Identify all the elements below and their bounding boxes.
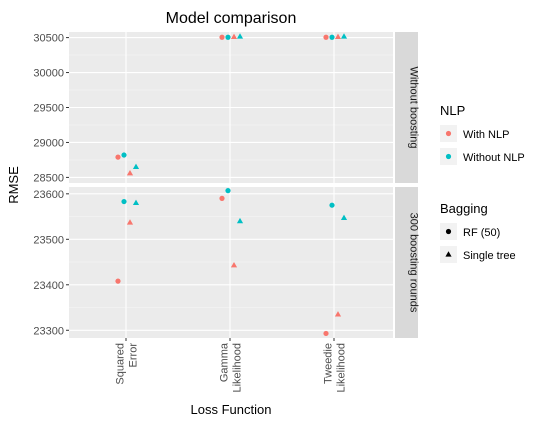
data-point xyxy=(219,34,225,40)
strip-background xyxy=(395,187,418,338)
y-tick-label: 29000 xyxy=(33,137,64,149)
legend-title: Bagging xyxy=(440,201,488,216)
legend-1: NLP With NLP Without NLP xyxy=(440,103,525,165)
x-axis-title: Loss Function xyxy=(191,402,272,417)
data-point xyxy=(334,311,342,317)
legend-key-symbol xyxy=(445,130,452,137)
legend-2: Bagging RF (50) Single tree xyxy=(440,201,516,263)
legend-key-symbol xyxy=(445,153,452,160)
data-point xyxy=(126,219,134,225)
strip-background xyxy=(395,32,418,183)
data-point xyxy=(230,33,238,40)
legend-label: With NLP xyxy=(463,129,509,141)
data-point xyxy=(126,169,134,176)
x-axis: SquaredError GammaLikelihood TweedieLikeli… xyxy=(115,338,348,393)
data-point xyxy=(132,163,140,170)
data-point xyxy=(219,195,225,201)
data-point xyxy=(236,33,244,39)
strip-label: Without boosting xyxy=(408,67,420,149)
data-point xyxy=(340,33,348,39)
x-tick-label-line: Gamma xyxy=(219,342,231,382)
data-point xyxy=(323,34,329,40)
data-point xyxy=(115,154,121,160)
legends: NLP With NLP Without NLP Bagging RF (50) Sing… xyxy=(440,103,525,263)
legend-title: NLP xyxy=(440,103,465,118)
data-point xyxy=(230,261,238,268)
data-point xyxy=(340,214,348,221)
facet-panels: 28500 29000 29500 30000 30500 Without boostin… xyxy=(33,32,420,338)
strip-label: 300 boosting rounds xyxy=(408,213,420,313)
data-point xyxy=(121,198,127,205)
data-point xyxy=(236,217,244,224)
y-tick-label: 30500 xyxy=(33,33,64,45)
data-point xyxy=(225,188,231,194)
facet-strip: Without boosting xyxy=(395,32,420,183)
data-point xyxy=(121,152,127,158)
data-point xyxy=(329,202,335,208)
data-point xyxy=(334,33,342,40)
data-point xyxy=(132,199,140,206)
y-tick-label: 23300 xyxy=(33,325,64,337)
panel-background xyxy=(69,187,393,338)
y-axis-title: RMSE xyxy=(6,166,21,204)
legend-label: Single tree xyxy=(463,250,516,262)
chart-title: Model comparison xyxy=(166,10,297,27)
data-point xyxy=(329,34,335,40)
data-point xyxy=(323,330,329,337)
x-tick-label-line: Likelihood xyxy=(336,343,348,393)
x-tick-label-line: Squared xyxy=(115,343,127,385)
data-point xyxy=(225,34,231,40)
x-tick-label: TweedieLikelihood xyxy=(323,343,348,393)
legend-key-symbol xyxy=(445,228,452,235)
y-tick-label: 23600 xyxy=(33,189,64,201)
x-tick-label-line: Tweedie xyxy=(323,343,335,384)
data-point xyxy=(115,278,121,284)
facet-strip: 300 boosting rounds xyxy=(395,187,420,338)
legend-key-symbol xyxy=(445,251,452,257)
legend-label: RF (50) xyxy=(463,227,500,239)
facet-panel-2: 23300 23400 23500 23600 300 boosting rounds xyxy=(33,187,420,338)
x-tick-label-line: Likelihood xyxy=(232,343,244,393)
x-tick-label-line: Error xyxy=(128,343,140,368)
y-tick-label: 28500 xyxy=(33,172,64,184)
x-tick-label: GammaLikelihood xyxy=(219,342,244,392)
facet-panel-1: 28500 29000 29500 30000 30500 Without boostin… xyxy=(33,32,420,184)
y-tick-label: 23400 xyxy=(33,280,64,292)
y-tick-label: 29500 xyxy=(33,103,64,115)
legend-label: Without NLP xyxy=(463,152,525,164)
x-tick-label: SquaredError xyxy=(115,343,140,385)
y-tick-label: 23500 xyxy=(33,234,64,246)
y-tick-label: 30000 xyxy=(33,68,64,80)
